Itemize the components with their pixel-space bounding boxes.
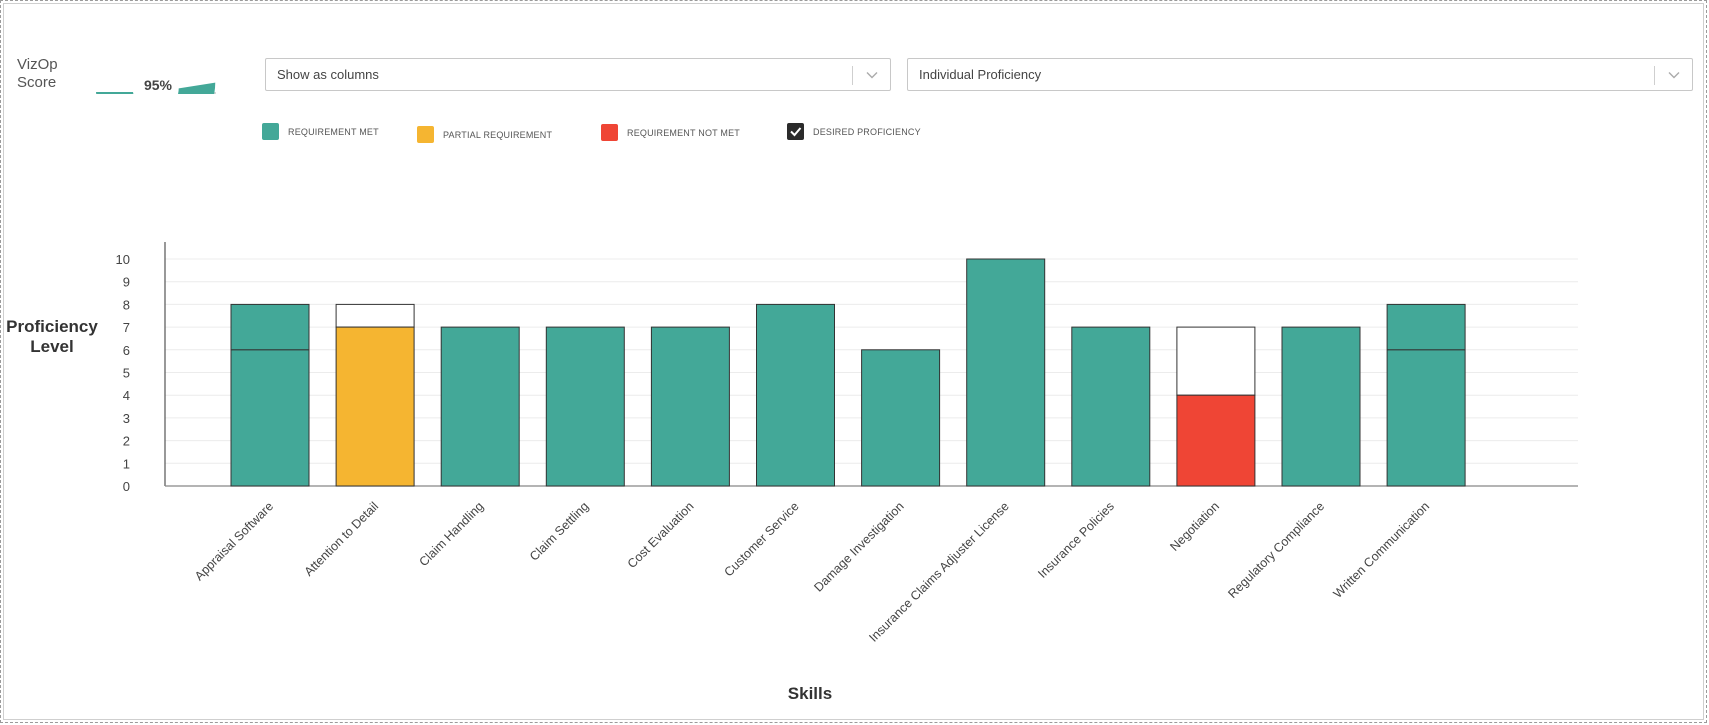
x-tick-label: Claim Handling xyxy=(416,499,486,569)
y-tick-label: 3 xyxy=(123,411,130,426)
gauge-fill xyxy=(96,82,216,94)
view-mode-select[interactable]: Show as columns xyxy=(265,58,891,91)
proficiency-bar xyxy=(1176,394,1256,487)
proficiency-bar xyxy=(1071,326,1151,487)
legend-label: REQUIREMENT MET xyxy=(288,127,379,137)
proficiency-bar xyxy=(1281,326,1361,487)
score-label: VizOp Score xyxy=(17,56,58,91)
y-tick-label: 9 xyxy=(123,275,130,290)
legend-label: PARTIAL REQUIREMENT xyxy=(443,130,553,140)
proficiency-bar xyxy=(650,326,730,487)
legend-label: DESIRED PROFICIENCY xyxy=(813,127,921,137)
score-gauge xyxy=(96,82,216,94)
proficiency-type-value: Individual Proficiency xyxy=(919,67,1042,82)
proficiency-bar xyxy=(440,326,520,487)
proficiency-bar xyxy=(1386,303,1466,487)
x-tick-label: Negotiation xyxy=(1167,499,1222,554)
chevron-down-icon xyxy=(866,72,878,79)
proficiency-bar xyxy=(756,303,835,487)
proficiency-type-select[interactable]: Individual Proficiency xyxy=(907,58,1693,91)
chevron-down-icon xyxy=(1668,72,1680,79)
y-tick-label: 2 xyxy=(123,434,130,449)
view-mode-value: Show as columns xyxy=(277,67,379,82)
x-axis-title: Skills xyxy=(787,684,833,703)
y-tick-label: 7 xyxy=(123,320,130,335)
proficiency-bar xyxy=(230,303,310,487)
y-tick-label: 0 xyxy=(123,479,130,494)
x-tick-label: Cost Evaluation xyxy=(625,499,697,571)
proficiency-bar xyxy=(545,326,625,487)
partial-requirement-swatch-icon xyxy=(417,126,434,143)
score-value: 95% xyxy=(143,77,173,93)
x-tick-label: Regulatory Compliance xyxy=(1225,499,1327,601)
x-tick-label: Appraisal Software xyxy=(192,499,276,583)
proficiency-bar xyxy=(335,326,415,487)
x-tick-label: Damage Investigation xyxy=(811,499,906,594)
checkbox-checked-icon[interactable] xyxy=(787,123,804,140)
y-tick-label: 8 xyxy=(123,297,130,312)
y-tick-label: 1 xyxy=(123,456,130,471)
x-tick-label: Written Communication xyxy=(1331,499,1433,601)
proficiency-bar xyxy=(966,258,1046,487)
y-tick-label: 5 xyxy=(123,366,130,381)
y-tick-label: 6 xyxy=(123,343,130,358)
requirement-met-swatch-icon xyxy=(262,123,279,140)
proficiency-bar xyxy=(861,349,941,487)
x-tick-label: Insurance Policies xyxy=(1035,499,1117,581)
y-tick-label: 10 xyxy=(116,252,130,267)
y-tick-label: 4 xyxy=(123,388,130,403)
legend-label: REQUIREMENT NOT MET xyxy=(627,128,740,138)
desired-proficiency-bar xyxy=(335,303,415,328)
x-tick-label: Attention to Detail xyxy=(302,499,382,579)
requirement-not-met-swatch-icon xyxy=(601,124,618,141)
x-tick-label: Claim Settling xyxy=(527,499,591,563)
y-axis-title: Proficiency Level xyxy=(6,317,98,356)
desired-proficiency-bar xyxy=(1176,326,1256,396)
x-tick-label: Customer Service xyxy=(721,499,801,579)
